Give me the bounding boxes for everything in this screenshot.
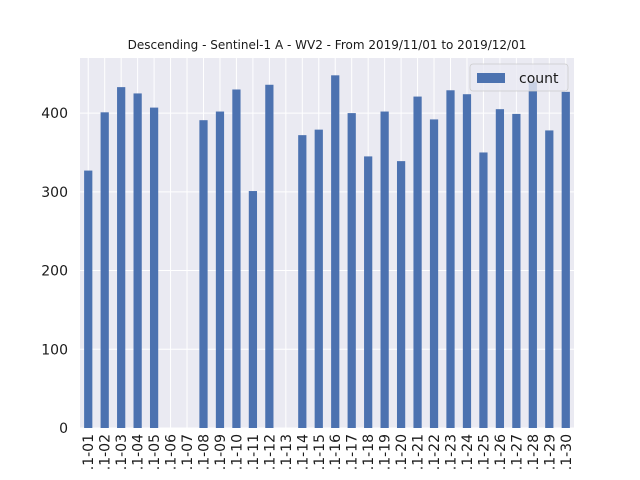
x-tick-label: .1-15 xyxy=(312,434,328,470)
legend-swatch xyxy=(477,73,505,83)
x-tick-label: .1-17 xyxy=(345,434,361,470)
bar-1-20 xyxy=(396,161,406,428)
y-tick-label: 300 xyxy=(41,185,68,201)
x-tick-label: .1-07 xyxy=(180,434,196,470)
bar-1-24 xyxy=(462,94,472,428)
bar-1-15 xyxy=(314,129,323,428)
y-tick-label: 400 xyxy=(41,106,68,122)
bar-1-28 xyxy=(528,81,537,429)
y-tick-label: 0 xyxy=(59,421,68,437)
x-tick-label: .1-22 xyxy=(427,434,443,470)
x-tick-label: .1-27 xyxy=(509,434,525,470)
bar-1-26 xyxy=(495,109,505,428)
x-axis-ticks: .1-01.1-02.1-03.1-04.1-05.1-06.1-07.1-08… xyxy=(81,434,575,470)
x-tick-label: .1-29 xyxy=(542,434,558,470)
x-tick-label: .1-26 xyxy=(493,434,509,470)
x-tick-label: .1-28 xyxy=(526,434,542,470)
plot-area xyxy=(80,58,574,428)
bar-1-27 xyxy=(512,113,521,428)
x-tick-label: .1-25 xyxy=(476,434,492,470)
x-tick-label: .1-09 xyxy=(213,434,229,470)
bar-1-25 xyxy=(479,152,488,428)
bar-1-11 xyxy=(248,191,258,428)
y-axis-ticks: 0 100 200 300 400 xyxy=(41,106,68,437)
bar-1-08 xyxy=(199,120,208,428)
y-tick-label: 200 xyxy=(41,264,68,280)
bar-1-18 xyxy=(364,156,373,429)
bar-1-04 xyxy=(133,93,142,428)
y-tick-label: 100 xyxy=(41,342,68,358)
bar-1-30 xyxy=(561,91,570,428)
bar-1-22 xyxy=(429,119,439,428)
x-tick-label: .1-13 xyxy=(279,434,295,470)
x-tick-label: .1-03 xyxy=(114,434,130,470)
bar-1-02 xyxy=(100,112,109,428)
bar-1-12 xyxy=(265,84,274,428)
x-tick-label: .1-16 xyxy=(328,434,344,470)
bar-series xyxy=(84,75,570,429)
x-tick-label: .1-18 xyxy=(361,434,377,470)
bar-1-01 xyxy=(84,170,93,428)
x-tick-label: .1-20 xyxy=(394,434,410,470)
bar-1-09 xyxy=(215,111,225,428)
legend-label-count: count xyxy=(519,71,559,87)
bar-1-17 xyxy=(347,113,356,428)
x-tick-label: .1-01 xyxy=(81,434,97,470)
bar-1-14 xyxy=(298,135,307,429)
x-tick-label: .1-04 xyxy=(131,434,147,470)
bar-1-29 xyxy=(545,130,554,428)
x-tick-label: .1-10 xyxy=(229,434,245,470)
x-tick-label: .1-12 xyxy=(262,434,278,470)
x-tick-label: .1-11 xyxy=(246,434,262,470)
chart-title: Descending - Sentinel-1 A - WV2 - From 2… xyxy=(128,38,527,52)
x-tick-label: .1-06 xyxy=(164,434,180,470)
x-tick-label: .1-21 xyxy=(411,434,427,470)
x-tick-label: .1-05 xyxy=(147,434,163,470)
bar-1-10 xyxy=(232,89,241,428)
bar-1-03 xyxy=(117,87,126,429)
bar-1-16 xyxy=(331,75,340,428)
x-tick-label: .1-02 xyxy=(98,434,114,470)
legend: count xyxy=(469,63,569,92)
x-tick-label: .1-24 xyxy=(460,434,476,470)
bar-1-21 xyxy=(413,96,422,429)
x-tick-label: .1-14 xyxy=(295,434,311,470)
x-tick-label: .1-30 xyxy=(559,434,575,470)
bar-1-19 xyxy=(380,111,389,428)
bar-1-23 xyxy=(446,90,455,428)
x-tick-label: .1-08 xyxy=(197,434,213,470)
legend-box xyxy=(469,63,569,92)
x-tick-label: .1-19 xyxy=(378,434,394,470)
x-tick-label: .1-23 xyxy=(444,434,460,470)
bar-1-05 xyxy=(149,107,159,429)
